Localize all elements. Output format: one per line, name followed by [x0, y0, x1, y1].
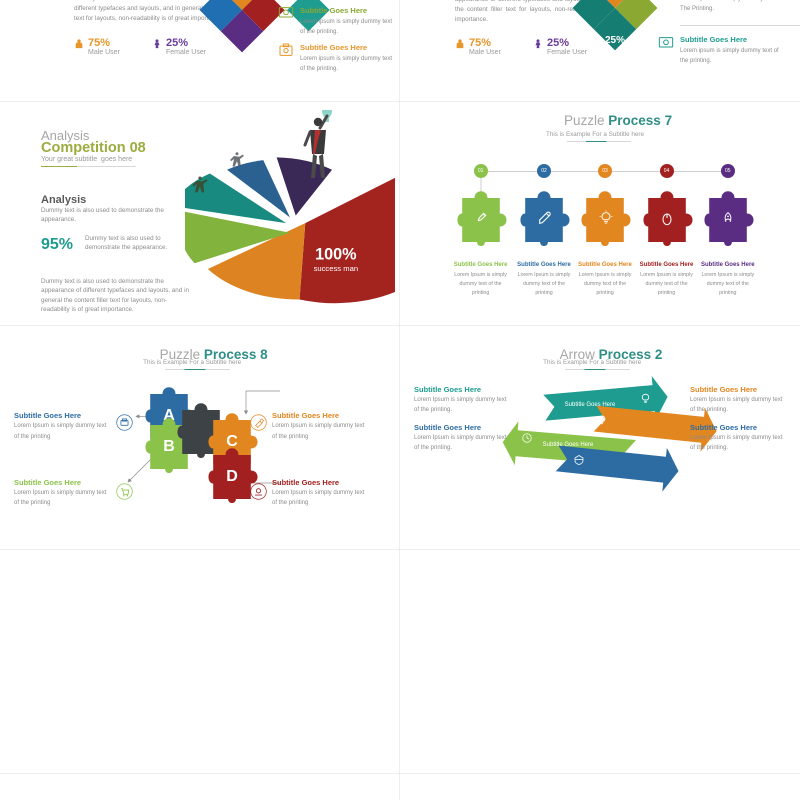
svg-text:Subtitle Goes Here: Subtitle Goes Here — [565, 402, 616, 408]
svg-text:25%: 25% — [605, 35, 625, 46]
svg-text:Subtitle Goes Here: Subtitle Goes Here — [543, 442, 594, 448]
svg-text:Subtitle Goes Here: Subtitle Goes Here — [600, 484, 651, 490]
svg-text:D: D — [226, 468, 238, 485]
svg-text:success man: success man — [314, 264, 359, 273]
svg-text:100%: 100% — [315, 245, 356, 263]
